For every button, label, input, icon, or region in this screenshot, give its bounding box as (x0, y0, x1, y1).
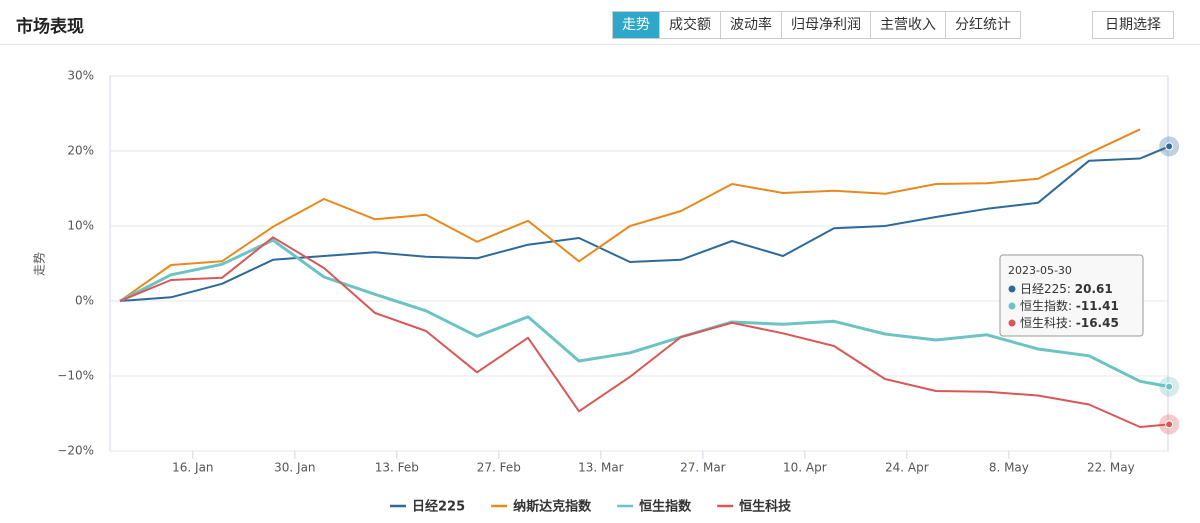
legend-label[interactable]: 纳斯达克指数 (513, 499, 592, 515)
tooltip-separator: : (1067, 282, 1075, 296)
tab[interactable]: 走势 (613, 12, 659, 38)
x-tick-label: 8. May (989, 461, 1029, 475)
x-tick-label: 27. Feb (477, 461, 521, 475)
tooltip-value: -11.41 (1076, 299, 1119, 313)
tooltip-value: -16.45 (1076, 316, 1119, 330)
tab[interactable]: 主营收入 (870, 12, 945, 38)
tooltip-series-name: 日经225 (1020, 282, 1067, 296)
tooltip-dot (1008, 285, 1016, 293)
tab-bar: 走势 成交额 波动率 归母净利润 主营收入 分红统计 (612, 11, 1021, 39)
x-tick-label: 27. Mar (680, 461, 726, 475)
hover-point (1165, 382, 1174, 391)
header: 市场表现 走势 成交额 波动率 归母净利润 主营收入 分红统计 日期选择 (0, 0, 1200, 45)
tooltip-dot (1008, 302, 1016, 310)
y-tick-label: 20% (67, 144, 94, 158)
series-line (119, 236, 1170, 428)
x-tick-label: 16. Jan (172, 461, 213, 475)
series-line (119, 128, 1141, 302)
section-title: 市场表现 (16, 17, 84, 37)
x-tick-label: 24. Apr (885, 461, 929, 475)
y-tick-label: 10% (67, 219, 94, 233)
tab[interactable]: 分红统计 (945, 12, 1020, 38)
x-tick-label: 13. Feb (375, 461, 419, 475)
tab[interactable]: 成交额 (659, 12, 720, 38)
legend: 日经225 纳斯达克指数 恒生指数 恒生科技 (390, 499, 792, 515)
tooltip-separator: : (1068, 299, 1076, 313)
tooltip-box (999, 254, 1144, 337)
tooltip: 2023-05-30 日经225: 20.61 恒生指数: -11.41 恒生科技: … (999, 254, 1144, 337)
tooltip-series-name: 恒生指数 (1020, 298, 1068, 313)
legend-label[interactable]: 恒生指数 (639, 499, 692, 515)
tooltip-value: 20.61 (1075, 282, 1113, 296)
x-tick-label: 13. Mar (578, 461, 624, 475)
series-line (119, 238, 1170, 389)
x-tick-label: 10. Apr (783, 461, 827, 475)
legend-label[interactable]: 日经225 (412, 499, 465, 515)
y-tick-label: −20% (57, 444, 94, 458)
y-tick-label: −10% (57, 369, 94, 383)
hover-point (1165, 420, 1174, 429)
tab[interactable]: 归母净利润 (781, 12, 870, 38)
tooltip-entry: 恒生指数: -11.41 (1020, 298, 1119, 313)
date-picker-button[interactable]: 日期选择 (1092, 11, 1174, 39)
tooltip-date: 2023-05-30 (1008, 264, 1072, 277)
tooltip-series-name: 恒生科技 (1020, 316, 1068, 330)
y-tick-label: 30% (67, 69, 94, 83)
y-tick-label: 0% (75, 294, 94, 308)
legend-label[interactable]: 恒生科技 (739, 499, 792, 515)
y-axis-title: 走势 (33, 252, 47, 276)
tab[interactable]: 波动率 (720, 12, 781, 38)
tooltip-entry: 恒生科技: -16.45 (1020, 316, 1119, 330)
tooltip-dot (1008, 319, 1016, 327)
hover-point (1165, 142, 1174, 151)
tooltip-entry: 日经225: 20.61 (1020, 282, 1113, 296)
x-tick-label: 30. Jan (274, 461, 315, 475)
x-tick-label: 22. May (1087, 461, 1135, 475)
tooltip-separator: : (1068, 316, 1076, 330)
